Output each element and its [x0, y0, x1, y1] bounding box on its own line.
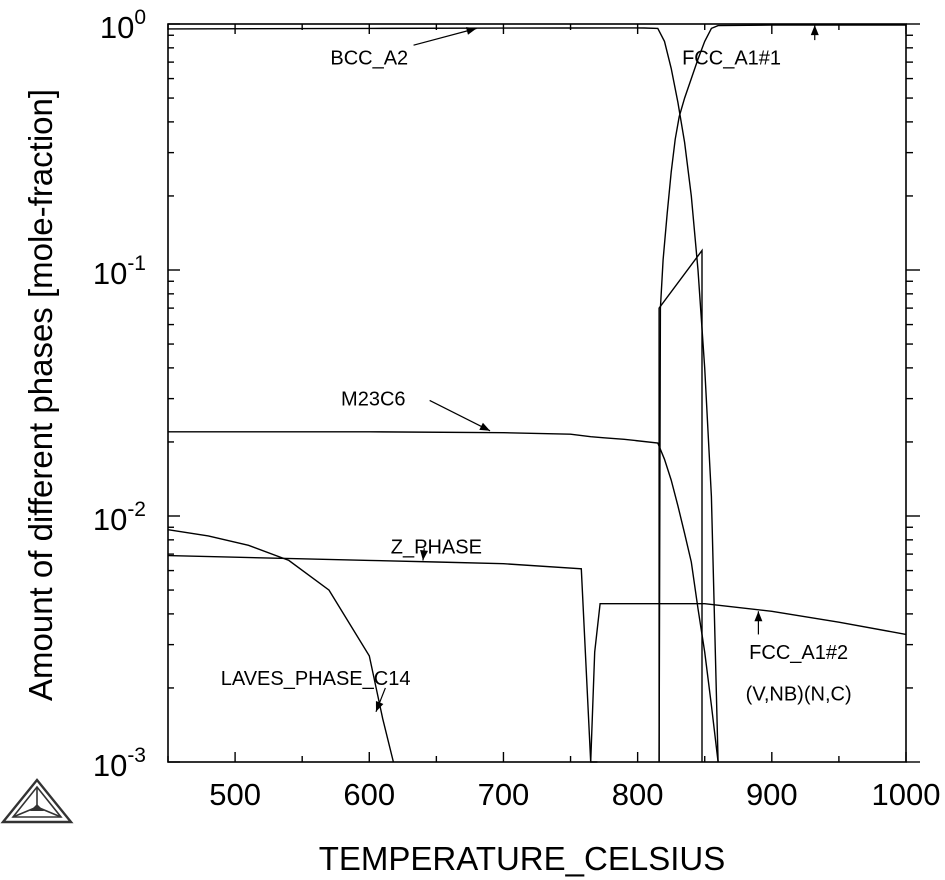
- y-axis-title: Amount of different phases [mole-fractio…: [22, 89, 59, 701]
- y-tick-label: 10-2: [93, 498, 146, 537]
- annotation-label: BCC_A2: [330, 48, 408, 70]
- phase-curve-5: [590, 603, 907, 763]
- annotation-label: FCC_A1#2: [749, 642, 848, 664]
- annotation-arrowhead: [810, 25, 819, 36]
- annotation-arrowhead: [375, 701, 384, 712]
- phase-curve-0: [167, 27, 719, 763]
- annotation-label: M23C6: [341, 389, 405, 411]
- y-tick-label: 10-3: [93, 744, 146, 783]
- annotation-label: Z_PHASE: [391, 537, 482, 559]
- thermo-calc-logo-icon: [0, 778, 74, 824]
- phase-curve-6: [658, 248, 703, 762]
- y-tick-label: 100: [100, 6, 146, 45]
- x-axis-title: TEMPERATURE_CELSIUS: [319, 840, 725, 877]
- x-tick-label: 800: [612, 777, 664, 812]
- annotation-arrowhead: [479, 422, 491, 431]
- annotation-label: FCC_A1#1: [682, 48, 781, 70]
- x-tick-label: 600: [343, 777, 395, 812]
- annotation-label: (V,NB)(N,C): [746, 683, 852, 705]
- y-tick-label: 10-1: [93, 252, 146, 291]
- phase-curve-1: [658, 24, 906, 763]
- x-tick-label: 700: [478, 777, 530, 812]
- plot-area: [167, 23, 907, 763]
- annotation-arrowhead: [420, 550, 429, 561]
- phase-curve-3: [167, 554, 598, 763]
- annotation-arrow: [429, 399, 491, 432]
- phase-curve-4: [167, 529, 395, 763]
- plot-frame: [167, 23, 907, 763]
- annotation-arrowhead: [754, 611, 763, 622]
- annotation-arrow: [413, 27, 477, 46]
- x-tick-label: 500: [209, 777, 261, 812]
- x-tick-label: 900: [746, 777, 798, 812]
- x-tick-label: 1000: [872, 777, 941, 812]
- axis-ticks: 500 600 700 800 900 1000 10-3 10-2 10-1 100: [93, 6, 941, 812]
- annotation-arrowhead: [465, 27, 477, 35]
- phase-annotations: BCC_A2 FCC_A1#1 M23C6 Z_PHASE LAVES_PHASE_C1…: [221, 25, 852, 713]
- annotation-label: LAVES_PHASE_C14: [221, 668, 411, 690]
- phase-curve-2: [168, 431, 719, 763]
- phase-curves: [167, 24, 907, 763]
